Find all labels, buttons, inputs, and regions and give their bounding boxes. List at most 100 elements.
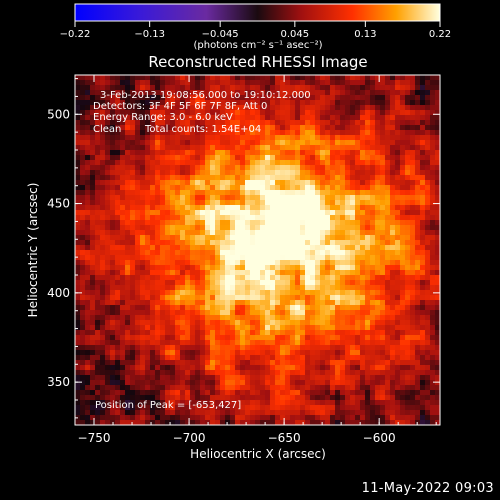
heatmap-cell — [155, 145, 161, 151]
heatmap-cell — [220, 150, 226, 156]
heatmap-cell — [320, 190, 326, 196]
heatmap-cell — [300, 305, 306, 311]
heatmap-cell — [345, 215, 351, 221]
heatmap-cell — [265, 190, 271, 196]
heatmap-cell — [130, 210, 136, 216]
heatmap-cell — [320, 360, 326, 366]
heatmap-cell — [410, 225, 416, 231]
heatmap-cell — [115, 385, 121, 391]
heatmap-cell — [235, 75, 241, 81]
heatmap-cell — [385, 95, 391, 101]
heatmap-cell — [160, 240, 166, 246]
heatmap-cell — [340, 365, 346, 371]
heatmap-cell — [140, 370, 146, 376]
heatmap-cell — [255, 205, 261, 211]
heatmap-cell — [175, 85, 181, 91]
heatmap-cell — [80, 235, 86, 241]
heatmap-cell — [75, 405, 81, 411]
heatmap-cell — [145, 315, 151, 321]
heatmap-cell — [195, 185, 201, 191]
heatmap-cell — [420, 360, 426, 366]
heatmap-cell — [285, 185, 291, 191]
heatmap-cell — [380, 135, 386, 141]
heatmap-cell — [370, 375, 376, 381]
heatmap-cell — [130, 240, 136, 246]
heatmap-cell — [280, 220, 286, 226]
heatmap-cell — [145, 275, 151, 281]
heatmap-cell — [390, 120, 396, 126]
heatmap-cell — [280, 105, 286, 111]
heatmap-cell — [195, 240, 201, 246]
heatmap-cell — [360, 100, 366, 106]
heatmap-cell — [320, 120, 326, 126]
heatmap-cell — [130, 175, 136, 181]
heatmap-cell — [200, 235, 206, 241]
heatmap-cell — [395, 260, 401, 266]
heatmap-cell — [305, 245, 311, 251]
heatmap-cell — [205, 280, 211, 286]
heatmap-cell — [310, 180, 316, 186]
heatmap-cell — [145, 115, 151, 121]
heatmap-cell — [180, 150, 186, 156]
heatmap-cell — [210, 205, 216, 211]
heatmap-cell — [195, 380, 201, 386]
heatmap-cell — [430, 190, 436, 196]
heatmap-cell — [90, 170, 96, 176]
heatmap-cell — [175, 375, 181, 381]
heatmap-cell — [390, 230, 396, 236]
heatmap-cell — [75, 220, 81, 226]
heatmap-cell — [155, 135, 161, 141]
heatmap-cell — [90, 355, 96, 361]
heatmap-cell — [95, 305, 101, 311]
heatmap-cell — [255, 265, 261, 271]
heatmap-cell — [395, 310, 401, 316]
heatmap-cell — [375, 300, 381, 306]
heatmap-cell — [405, 140, 411, 146]
heatmap-cell — [220, 405, 226, 411]
heatmap-cell — [220, 170, 226, 176]
heatmap-cell — [390, 300, 396, 306]
heatmap-cell — [260, 85, 266, 91]
heatmap-cell — [130, 315, 136, 321]
heatmap-cell — [275, 125, 281, 131]
heatmap-cell — [85, 340, 91, 346]
heatmap-cell — [240, 100, 246, 106]
heatmap-cell — [145, 295, 151, 301]
heatmap-cell — [350, 120, 356, 126]
heatmap-cell — [250, 265, 256, 271]
heatmap-cell — [250, 75, 256, 81]
heatmap-cell — [95, 355, 101, 361]
heatmap-cell — [85, 110, 91, 116]
heatmap-cell — [245, 290, 251, 296]
heatmap-cell — [310, 340, 316, 346]
heatmap-cell — [385, 150, 391, 156]
heatmap-cell — [400, 355, 406, 361]
heatmap-cell — [200, 300, 206, 306]
heatmap-cell — [265, 400, 271, 406]
heatmap-cell — [295, 195, 301, 201]
heatmap-cell — [340, 385, 346, 391]
heatmap-cell — [350, 245, 356, 251]
heatmap-cell — [325, 165, 331, 171]
heatmap-cell — [405, 225, 411, 231]
heatmap-cell — [240, 315, 246, 321]
heatmap-cell — [335, 305, 341, 311]
heatmap-cell — [365, 290, 371, 296]
heatmap-cell — [125, 340, 131, 346]
heatmap-cell — [390, 100, 396, 106]
heatmap-cell — [210, 155, 216, 161]
heatmap-cell — [330, 175, 336, 181]
heatmap-cell — [105, 270, 111, 276]
heatmap-cell — [145, 325, 151, 331]
heatmap-cell — [350, 180, 356, 186]
heatmap-cell — [360, 335, 366, 341]
heatmap-cell — [170, 235, 176, 241]
heatmap-cell — [420, 350, 426, 356]
heatmap-cell — [170, 395, 176, 401]
heatmap-cell — [180, 170, 186, 176]
heatmap-cell — [195, 360, 201, 366]
heatmap-cell — [335, 120, 341, 126]
heatmap-cell — [125, 125, 131, 131]
heatmap-cell — [120, 260, 126, 266]
heatmap-cell — [145, 170, 151, 176]
